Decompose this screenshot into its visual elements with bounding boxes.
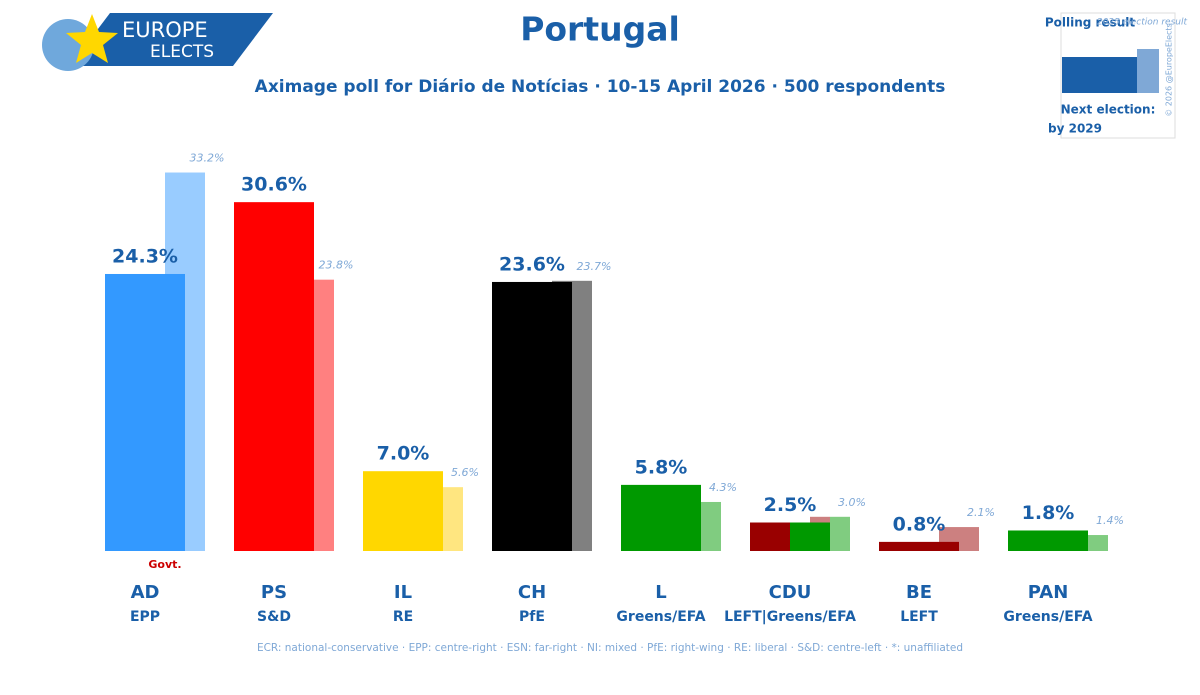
footnote: ECR: national-conservative · EPP: centre… — [257, 642, 963, 654]
legend-label: 2025 election result — [1097, 18, 1188, 28]
category-label: AD — [131, 582, 160, 603]
group-label: LEFT — [900, 609, 938, 625]
category-label: PAN — [1028, 582, 1069, 603]
chart-title: Portugal — [520, 10, 680, 49]
logo-text: EUROPE — [122, 18, 208, 42]
category-label: PS — [261, 582, 287, 603]
value-label: 7.0% — [377, 443, 430, 465]
annotation: Govt. — [148, 558, 181, 571]
group-label: LEFT|Greens/EFA — [724, 609, 856, 625]
bar — [363, 471, 443, 551]
legend-swatch — [1062, 57, 1137, 93]
logo-text: ELECTS — [150, 42, 214, 62]
category-label: CDU — [769, 582, 812, 603]
group-label: PfE — [519, 609, 545, 625]
previous-value-label: 5.6% — [451, 466, 479, 479]
chart-subtitle: Aximage poll for Diário de Notícias · 10… — [255, 77, 946, 97]
bar — [492, 281, 572, 551]
previous-value-label: 23.7% — [577, 260, 612, 273]
logo-banner — [70, 13, 273, 66]
previous-value-label: 33.2% — [190, 152, 225, 165]
next-election-value: by 2029 — [1048, 122, 1102, 136]
bar — [879, 541, 959, 551]
value-label: 30.6% — [241, 174, 307, 196]
legend-label: Polling result — [1045, 16, 1136, 30]
copyright: © 2026 @EuropeElects — [1165, 23, 1174, 116]
category-label: L — [655, 582, 666, 603]
value-label: 2.5% — [764, 494, 817, 516]
group-label: RE — [393, 609, 413, 625]
category-label: CH — [518, 582, 546, 603]
value-label: 5.8% — [635, 456, 688, 478]
group-label: Greens/EFA — [1003, 609, 1092, 625]
value-label: 24.3% — [112, 245, 178, 267]
bar — [234, 202, 314, 551]
bar — [830, 516, 850, 551]
logo-star — [66, 14, 118, 63]
bar — [750, 522, 790, 551]
plot: 33.2% 24.3% AD EPP 23.8% 30.6% PS S&D 5.6% 7.0% IL… — [105, 152, 1124, 625]
group-label: EPP — [130, 609, 160, 625]
previous-value-label: 3.0% — [838, 496, 866, 509]
previous-value-label: 1.4% — [1096, 514, 1124, 527]
previous-value-label: 4.3% — [709, 481, 737, 494]
legend-box — [1060, 12, 1176, 139]
value-label: 1.8% — [1022, 502, 1075, 524]
bar — [790, 522, 830, 551]
bar — [621, 484, 701, 551]
previous-value-label: 23.8% — [319, 259, 354, 272]
value-label: 23.6% — [499, 253, 565, 275]
value-label: 0.8% — [893, 513, 946, 535]
bar — [1008, 530, 1088, 551]
next-election-label: Next election: — [1061, 103, 1156, 117]
bar — [105, 273, 185, 551]
category-label: IL — [394, 582, 412, 603]
group-label: Greens/EFA — [616, 609, 705, 625]
group-label: S&D — [257, 609, 291, 625]
category-label: BE — [906, 582, 932, 603]
legend-swatch — [1137, 49, 1159, 93]
previous-value-label: 2.1% — [967, 506, 995, 519]
